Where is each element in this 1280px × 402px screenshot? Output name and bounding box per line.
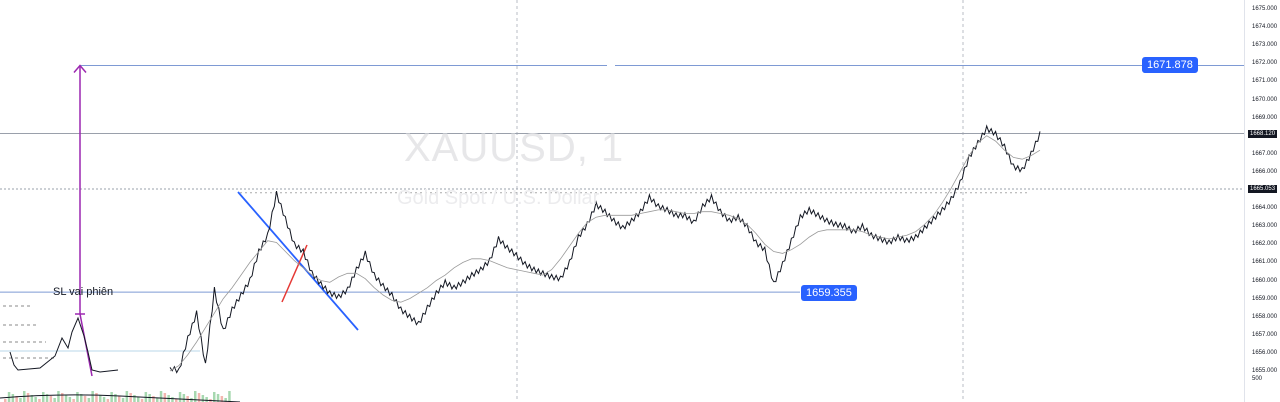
y-tick-label: 1664.000 [1252,205,1278,212]
volume-bars [0,391,241,402]
volume-bar [57,391,60,402]
y-tick-label: 1660.000 [1252,277,1278,284]
y-tick-label: 1671.000 [1252,78,1278,85]
volume-bar [205,397,208,402]
y-tick-label: 1669.000 [1252,114,1278,121]
y-tick-label: 1670.000 [1252,96,1278,103]
last-price-tag: 1668.120 [1248,130,1278,138]
volume-bar [140,399,144,402]
volume-bar [201,395,205,402]
volume-axis-label: 500 [1252,376,1263,382]
volume-bar [15,396,18,402]
volume-bar [175,399,178,402]
y-tick-label: 1672.000 [1252,60,1278,67]
volume-bar [68,397,72,402]
volume-bar [133,395,136,402]
y-tick-label: 1657.000 [1252,331,1278,338]
volume-bar [61,393,64,402]
volume-bar [228,391,231,402]
y-tick-label: 1655.000 [1252,368,1278,374]
y-tick-label: 1656.000 [1252,349,1278,356]
volume-bar [4,399,7,402]
target-price-label[interactable]: 1671.878 [1142,57,1198,73]
volume-bar [49,396,53,402]
sl-label[interactable]: SL vai phiên [53,286,114,298]
y-tick-label: 1663.000 [1252,223,1278,230]
y-tick-label: 1674.000 [1252,24,1278,31]
volume-bar [118,396,121,402]
volume-bar [216,394,220,402]
volume-bar [72,399,75,402]
volume-bar [220,396,224,402]
volume-bar [110,392,113,402]
volume-ma-line [0,394,241,402]
red-trend-line [281,244,308,303]
volume-bar [45,394,49,402]
y-tick-label: 1661.000 [1252,259,1278,266]
volume-bar [197,393,201,402]
volume-bar [182,394,186,402]
y-tick-label: 1667.000 [1252,150,1278,157]
y-tick-label: 1673.000 [1252,42,1278,49]
volume-bar [34,397,37,402]
price-series-line [169,135,1041,372]
volume-bar [171,397,174,402]
volume-bar [102,397,106,402]
volume-bar [76,392,79,402]
volume-bar [129,393,132,402]
volume-bar [148,394,151,402]
volume-bar [137,397,140,402]
volume-bar [152,396,155,402]
volume-bar [53,398,56,402]
volume-bar [42,392,45,402]
volume-bar [156,398,159,402]
drawing-tools [0,64,1244,377]
volume-bar [83,396,87,402]
volume-bar [99,395,102,402]
volume-bar [121,398,125,402]
volume-bar [38,399,41,402]
volume-bar [95,393,98,402]
y-tick-label: 1662.000 [1252,241,1278,248]
volume-bar [80,394,83,402]
y-tick-label: 1658.000 [1252,313,1278,320]
trend-line [237,191,359,331]
volume-bar [224,398,227,402]
volume-bar [213,392,216,402]
volume-bar [106,399,110,402]
volume-bar [30,395,34,402]
price-series-line [169,124,1041,374]
y-tick-label: 1659.000 [1252,295,1278,302]
volume-bar [64,395,68,402]
volume-bar [114,394,117,402]
support-price-label[interactable]: 1659.355 [801,285,857,301]
price-axis[interactable] [1244,0,1280,402]
volume-bar [87,398,91,402]
early-price-line [9,316,119,373]
volume-bar [159,391,163,402]
symbol-watermark: XAUUSD, 1 [404,126,625,170]
line-price-tag: 1665.053 [1248,185,1278,193]
y-tick-label: 1666.000 [1252,168,1278,175]
volume-bar [194,391,197,402]
price-series [0,124,1041,402]
y-tick-label: 1675.000 [1252,6,1278,12]
description-watermark: Gold Spot / U.S. Dollar [397,187,600,209]
volume-bar [163,393,167,402]
volume-bar [91,391,94,402]
volume-bar [11,394,15,402]
volume-bar [178,392,182,402]
volume-bar [19,398,22,402]
chart-grid [516,0,964,402]
volume-bar [26,393,30,402]
measure-arrowhead [73,64,87,73]
